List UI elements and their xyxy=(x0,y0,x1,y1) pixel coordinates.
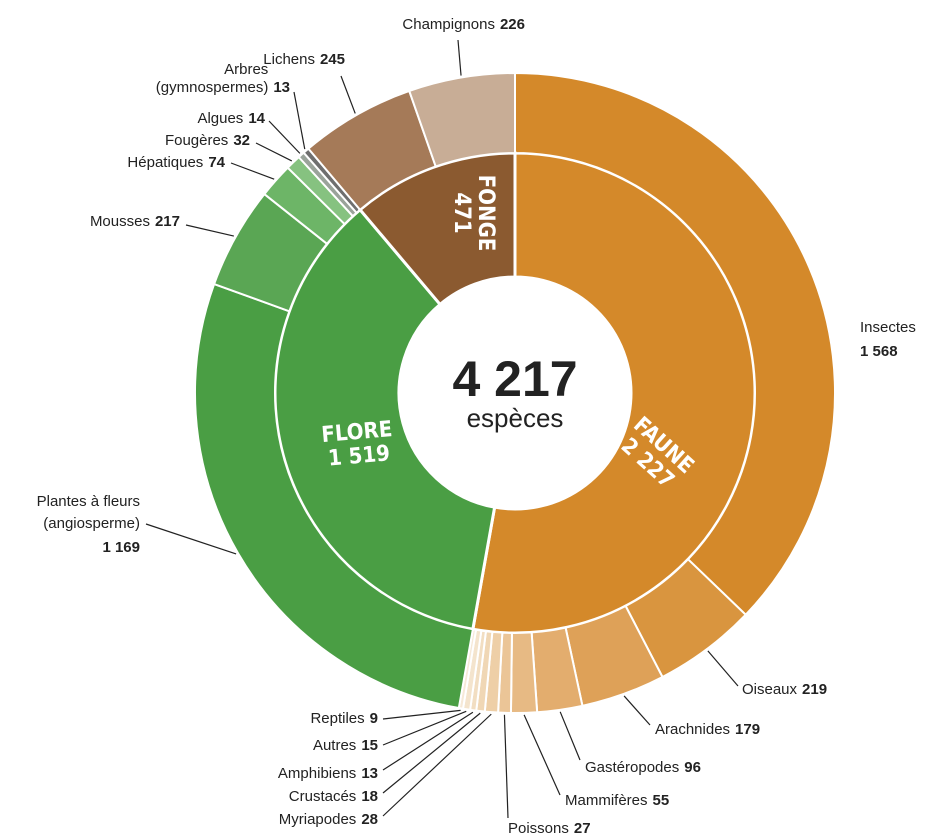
segment-value: 18 xyxy=(361,788,378,805)
segment-value: 28 xyxy=(361,811,378,828)
segment-value: 14 xyxy=(248,110,265,127)
leader-line xyxy=(382,711,474,771)
segment-name: Crustacés xyxy=(289,788,357,805)
group-name: FLORE xyxy=(320,417,393,448)
leader-line xyxy=(230,162,275,180)
segment-name: Champignons xyxy=(402,16,495,33)
leader-line xyxy=(185,224,234,237)
segment-name: Lichens xyxy=(263,51,315,68)
segment-name: Amphibiens xyxy=(278,765,356,782)
segment-name: Arbres (gymnospermes) xyxy=(156,61,269,96)
segment-name: Reptiles xyxy=(310,710,364,727)
segment-value: 226 xyxy=(500,16,525,33)
leader-line xyxy=(457,39,462,76)
segment-name: Arachnides xyxy=(655,721,730,738)
segment-value: 245 xyxy=(320,51,345,68)
segment-name: Myriapodes xyxy=(279,811,357,828)
leader-line xyxy=(382,709,461,720)
group-name: FONGE xyxy=(473,175,498,252)
leader-line xyxy=(382,713,492,817)
group-value: 471 xyxy=(449,192,474,233)
leader-line xyxy=(707,650,739,687)
segment-name: Gastéropodes xyxy=(585,759,679,776)
segment-name: Fougères xyxy=(165,132,228,149)
leader-line xyxy=(382,712,481,794)
segment-name: Mammifères xyxy=(565,792,648,809)
segment-value: 219 xyxy=(802,681,827,698)
segment-name: Oiseaux xyxy=(742,681,798,698)
segment-value: 27 xyxy=(574,820,591,837)
leader-line xyxy=(503,714,509,819)
leader-line xyxy=(145,523,237,555)
segment-value: 13 xyxy=(361,765,378,782)
outer-segment xyxy=(514,71,836,617)
segment-value: 32 xyxy=(233,132,250,149)
total: 4 217 xyxy=(452,351,577,407)
segment-name: Hépatiques xyxy=(127,154,203,171)
group-value: 1 519 xyxy=(327,441,391,471)
outer-segment xyxy=(509,631,539,714)
outer-segment xyxy=(407,71,516,168)
leader-line xyxy=(523,714,561,796)
segment-value: 1 568 xyxy=(860,343,898,360)
leader-line xyxy=(559,711,581,761)
segment-value: 179 xyxy=(735,721,760,738)
segment-name: Plantes à fleurs (angiosperme) xyxy=(37,493,140,532)
leader-line xyxy=(340,75,356,114)
segment-value: 1 169 xyxy=(102,539,140,556)
segment-value: 15 xyxy=(361,737,378,754)
segment-value: 96 xyxy=(684,759,701,776)
leader-line xyxy=(268,120,301,154)
outer-segment xyxy=(194,282,475,710)
segment-name: Autres xyxy=(313,737,356,754)
segment-name: Poissons xyxy=(508,820,569,837)
segment-value: 13 xyxy=(273,79,290,96)
segment-name: Insectes xyxy=(860,319,916,336)
segment-name: Algues xyxy=(197,110,243,127)
leader-line xyxy=(623,695,651,726)
segment-value: 55 xyxy=(653,792,670,809)
center-hole xyxy=(401,279,629,507)
segment-value: 74 xyxy=(208,154,225,171)
segment-name: Mousses xyxy=(90,213,150,230)
leader-line xyxy=(382,710,467,746)
segment-value: 217 xyxy=(155,213,180,230)
segment-value: 9 xyxy=(370,710,378,727)
leader-line xyxy=(255,142,293,162)
leader-line xyxy=(293,91,306,150)
total-unit: espèces xyxy=(467,403,564,433)
